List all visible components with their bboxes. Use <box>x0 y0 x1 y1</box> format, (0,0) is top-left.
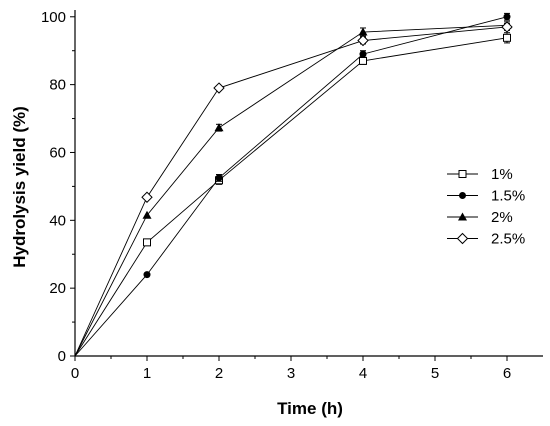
series-line <box>74 26 508 357</box>
data-point <box>503 13 511 21</box>
data-point <box>142 210 152 219</box>
series-line <box>74 16 508 357</box>
x-tick-label: 2 <box>215 365 223 382</box>
y-tick-label: 60 <box>49 144 66 161</box>
legend-item: 1% <box>447 166 513 183</box>
x-tick-label: 4 <box>359 365 367 382</box>
series-group <box>74 12 513 357</box>
series-line <box>74 24 508 357</box>
series-3 <box>74 20 512 357</box>
legend-label: 2.5% <box>491 231 525 248</box>
legend-marker <box>456 232 469 245</box>
x-axis-title: Time (h) <box>277 399 343 418</box>
y-tick-label: 0 <box>58 348 66 365</box>
legend-item: 1.5% <box>447 188 525 205</box>
data-point <box>359 56 367 65</box>
y-tick-label: 40 <box>49 212 66 229</box>
legend-marker <box>458 170 467 178</box>
legend-item: 2% <box>447 209 513 226</box>
y-tick-label: 20 <box>49 280 66 297</box>
data-point <box>501 21 513 33</box>
data-point <box>503 33 511 42</box>
data-point <box>357 34 369 47</box>
data-point <box>215 174 223 182</box>
legend-item: 2.5% <box>447 231 525 248</box>
legend-label: 1% <box>491 166 513 183</box>
data-point <box>359 50 367 58</box>
series-4 <box>74 21 513 357</box>
data-point <box>213 82 225 94</box>
legend-label: 2% <box>491 209 513 226</box>
legend-marker <box>458 212 467 221</box>
x-tick-label: 0 <box>71 365 79 382</box>
legend-label: 1.5% <box>491 188 525 205</box>
x-tick-label: 1 <box>143 365 151 382</box>
x-tick-label: 3 <box>287 365 295 382</box>
x-tick-label: 5 <box>431 365 439 382</box>
y-tick-label: 100 <box>41 9 66 26</box>
data-point <box>141 191 153 203</box>
y-axis-title: Hydrolysis yield (%) <box>10 106 29 268</box>
legend-marker <box>459 192 466 199</box>
data-point <box>143 271 151 279</box>
x-tick-label: 6 <box>503 365 511 382</box>
data-point <box>214 123 224 132</box>
series-1 <box>74 32 511 357</box>
data-point <box>143 238 151 247</box>
data-point <box>358 27 368 36</box>
y-tick-label: 80 <box>49 77 66 94</box>
series-2 <box>74 12 511 357</box>
series-line <box>74 37 508 357</box>
legend: 1% 1.5% 2% 2.5% <box>447 166 525 248</box>
